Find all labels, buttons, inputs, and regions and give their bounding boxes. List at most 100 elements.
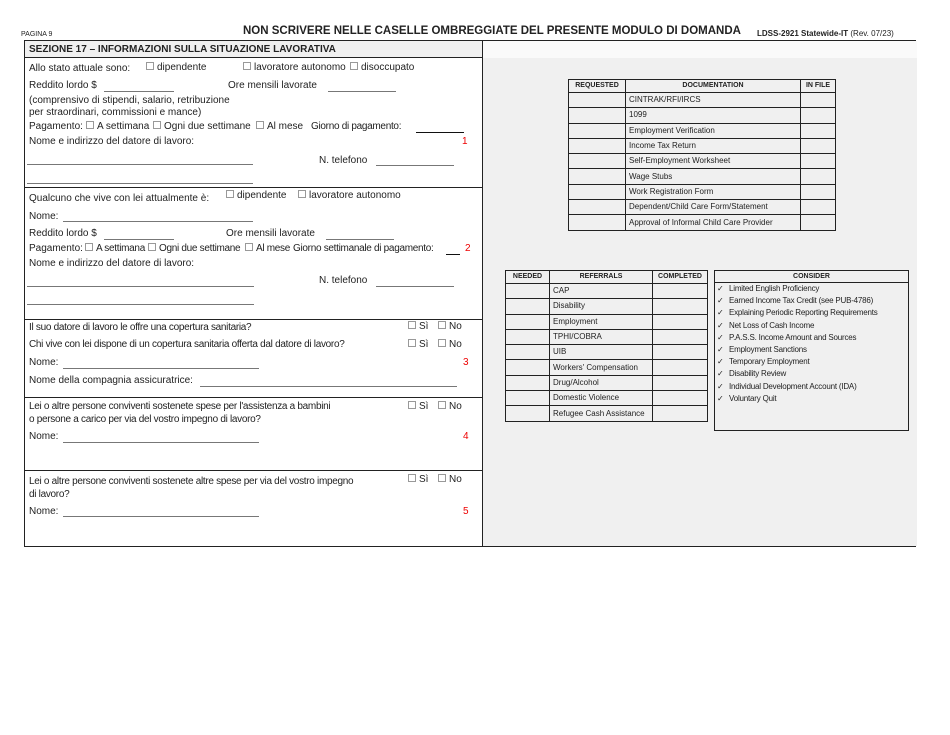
name-field[interactable]: [63, 368, 259, 369]
name-label: Nome:: [29, 357, 59, 368]
checkbox-cell[interactable]: [652, 359, 708, 376]
checkbox-cell[interactable]: [568, 153, 626, 170]
page-number: PAGINA 9: [21, 31, 53, 38]
payday-field[interactable]: [416, 132, 464, 133]
table-row: 1099: [568, 107, 836, 124]
checkbox-cell[interactable]: [568, 107, 626, 124]
checkbox-cell[interactable]: [505, 374, 550, 392]
checkbox-yes[interactable]: Sì: [408, 474, 428, 486]
item-label: Wage Stubs: [625, 168, 801, 185]
checkbox-biweekly[interactable]: Ogni due settimane: [148, 243, 241, 255]
consider-label: Temporary Employment: [729, 357, 810, 367]
checkbox-cell[interactable]: [800, 199, 836, 216]
checkbox-cell[interactable]: [800, 122, 836, 139]
form-revision: (Rev. 07/23): [850, 29, 894, 38]
checkmark-icon: ✓: [717, 308, 724, 318]
checkbox-biweekly[interactable]: Ogni due settimane: [153, 121, 251, 133]
checkbox-cell[interactable]: [652, 344, 708, 361]
checkbox-cell[interactable]: [652, 282, 708, 300]
name-field[interactable]: [63, 442, 259, 443]
section-number: 4: [463, 431, 469, 442]
checkbox-cell[interactable]: [568, 199, 626, 216]
checkbox-cell[interactable]: [505, 344, 550, 361]
checkbox-cell[interactable]: [652, 390, 708, 407]
checkbox-no[interactable]: No: [438, 339, 462, 351]
payday-field[interactable]: [446, 254, 460, 255]
employer-label: Nome e indirizzo del datore di lavoro:: [29, 136, 195, 147]
referrals-table: NEEDED REFERRALS COMPLETED CAP Disability…: [505, 270, 708, 422]
phone-field[interactable]: [376, 286, 454, 287]
checkbox-weekly[interactable]: A settimana: [85, 243, 145, 255]
checkbox-yes[interactable]: Sì: [408, 401, 428, 413]
column-header: REQUESTED: [568, 79, 626, 93]
column-header: IN FILE: [800, 79, 836, 93]
checkbox-employee[interactable]: dipendente: [226, 190, 287, 202]
checkbox-cell[interactable]: [505, 359, 550, 376]
checkbox-yes[interactable]: Sì: [408, 321, 428, 333]
employer-field[interactable]: [27, 183, 253, 184]
checkbox-cell[interactable]: [505, 298, 550, 315]
checkbox-cell[interactable]: [800, 168, 836, 185]
checkbox-cell[interactable]: [568, 91, 626, 109]
option-label: disoccupato: [361, 62, 415, 73]
checkbox-monthly[interactable]: Al mese: [245, 243, 290, 255]
checkbox-unemployed[interactable]: disoccupato: [350, 62, 414, 74]
checkbox-cell[interactable]: [800, 153, 836, 170]
checkbox-cell[interactable]: [568, 214, 626, 231]
checkbox-cell[interactable]: [505, 282, 550, 300]
checkbox-no[interactable]: No: [438, 401, 462, 413]
checkbox-cell[interactable]: [652, 405, 708, 422]
checkbox-self-employed[interactable]: lavoratore autonomo: [298, 190, 401, 202]
checkbox-cell[interactable]: [505, 390, 550, 407]
checkbox-cell[interactable]: [652, 313, 708, 330]
option-label: No: [449, 401, 462, 412]
checkbox-cell[interactable]: [568, 168, 626, 185]
checkbox-no[interactable]: No: [438, 474, 462, 486]
hours-field[interactable]: [328, 91, 396, 92]
table-row: Drug/Alcohol: [505, 374, 708, 392]
name-field[interactable]: [63, 221, 253, 222]
item-label: Domestic Violence: [549, 390, 653, 407]
gross-income-field[interactable]: [104, 239, 174, 240]
checkbox-cell[interactable]: [800, 183, 836, 201]
item-label: Refugee Cash Assistance: [549, 405, 653, 422]
checkbox-cell[interactable]: [800, 91, 836, 109]
checkbox-cell[interactable]: [800, 107, 836, 124]
employer-field[interactable]: [27, 304, 254, 305]
divider: [25, 187, 482, 188]
checkbox-cell[interactable]: [505, 328, 550, 346]
checkbox-monthly[interactable]: Al mese: [256, 121, 303, 133]
insurer-field[interactable]: [200, 386, 457, 387]
table-row: Income Tax Return: [568, 137, 836, 155]
status-label: Allo stato attuale sono:: [29, 63, 131, 74]
checkbox-cell[interactable]: [800, 137, 836, 155]
checkbox-self-employed[interactable]: lavoratore autonomo: [243, 62, 346, 74]
checkbox-cell[interactable]: [568, 137, 626, 155]
phone-field[interactable]: [376, 165, 454, 166]
employer-field[interactable]: [27, 164, 253, 165]
hours-field[interactable]: [326, 239, 394, 240]
consider-label: Net Loss of Cash Income: [729, 320, 815, 330]
gross-income-field[interactable]: [104, 91, 174, 92]
consider-label: Limited English Proficiency: [729, 284, 820, 293]
checkbox-cell[interactable]: [652, 298, 708, 315]
hours-label: Ore mensili lavorate: [226, 228, 315, 239]
employer-field[interactable]: [27, 286, 254, 287]
page-title: NON SCRIVERE NELLE CASELLE OMBREGGIATE D…: [243, 25, 741, 37]
checkbox-cell[interactable]: [505, 405, 550, 422]
checkbox-cell[interactable]: [652, 374, 708, 392]
name-field[interactable]: [63, 516, 259, 517]
option-label: No: [449, 321, 462, 332]
consider-item: ✓ Voluntary Quit: [715, 393, 908, 405]
checkbox-cell[interactable]: [800, 214, 836, 231]
checkbox-yes[interactable]: Sì: [408, 339, 428, 351]
checkbox-cell[interactable]: [652, 328, 708, 346]
table-row: Work Registration Form: [568, 183, 836, 201]
checkmark-icon: ✓: [717, 332, 724, 342]
checkbox-weekly[interactable]: A settimana: [86, 121, 149, 133]
checkbox-no[interactable]: No: [438, 321, 462, 333]
checkbox-cell[interactable]: [505, 313, 550, 330]
checkbox-cell[interactable]: [568, 183, 626, 201]
checkbox-cell[interactable]: [568, 122, 626, 139]
checkbox-employee[interactable]: dipendente: [146, 62, 207, 74]
